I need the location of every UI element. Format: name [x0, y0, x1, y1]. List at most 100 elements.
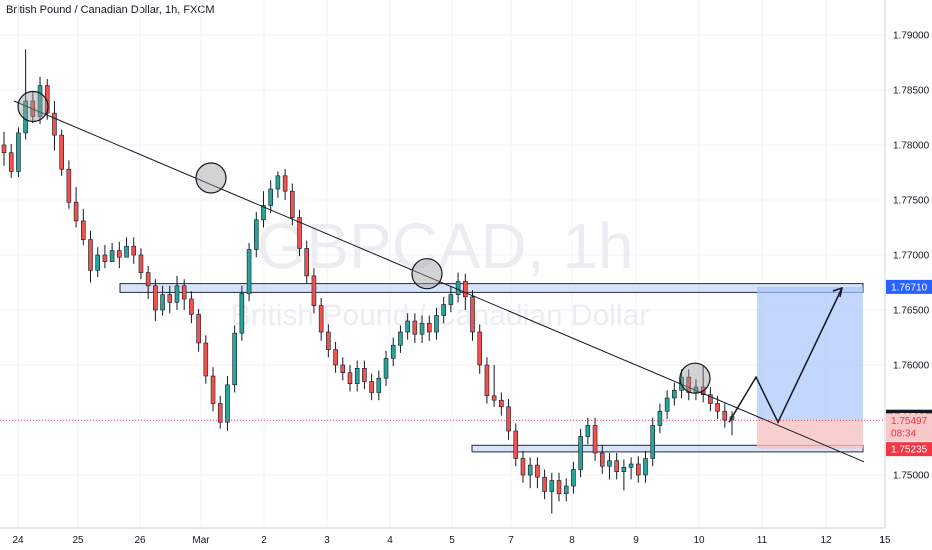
- candle: [318, 297, 324, 341]
- candle-body-up: [246, 249, 252, 294]
- x-tick-label: 10: [693, 535, 705, 546]
- candle: [8, 143, 14, 178]
- candle: [297, 209, 302, 257]
- candle-body-up: [621, 466, 627, 472]
- candle-body-down: [326, 331, 331, 350]
- y-tick-label: 1.77000: [893, 251, 930, 262]
- candle: [66, 160, 72, 209]
- candle-body-up: [390, 344, 396, 359]
- stop-area[interactable]: [757, 420, 863, 449]
- y-tick-label: 1.75000: [893, 471, 930, 482]
- time-axis[interactable]: 24 25 26 Mar 2 3 4 5 7 8 9 10 11 12 151: [12, 535, 891, 546]
- x-tick-label: 7: [508, 535, 514, 546]
- candle-body-down: [412, 320, 418, 335]
- candle-body-down: [426, 322, 432, 333]
- x-tick-label: 26: [134, 535, 146, 546]
- candle: [621, 459, 627, 491]
- candle: [708, 387, 713, 412]
- touch-circle[interactable]: [411, 258, 443, 290]
- candle: [95, 247, 100, 277]
- candle-body-up: [275, 175, 281, 190]
- candle-body-down: [556, 480, 562, 494]
- y-tick-label: 1.78500: [893, 86, 930, 97]
- resistance-zone[interactable]: [119, 283, 864, 293]
- candle-body-down: [369, 381, 374, 393]
- candle-body-down: [138, 254, 144, 273]
- candle: [542, 469, 547, 500]
- candle: [499, 392, 504, 416]
- candle-body-down: [8, 152, 14, 172]
- candle: [109, 242, 115, 262]
- candle-body-down: [66, 168, 72, 203]
- candle-body-up: [225, 384, 230, 423]
- candle-body-up: [95, 254, 100, 271]
- candle-body-down: [304, 248, 310, 277]
- candle: [520, 450, 526, 483]
- candle: [59, 129, 64, 176]
- x-tick-label: 11: [757, 535, 768, 546]
- candle-body-down: [181, 285, 187, 300]
- candle: [549, 472, 555, 514]
- candle: [44, 79, 50, 120]
- candle-body-down: [145, 272, 151, 287]
- candle: [88, 230, 93, 283]
- candle-body-up: [232, 332, 237, 386]
- chart-title: British Pound / Canadian Dollar, 1h, FXC…: [6, 4, 215, 16]
- candle: [405, 313, 410, 340]
- candle: [628, 457, 634, 480]
- touch-circle[interactable]: [679, 362, 711, 394]
- candle: [124, 237, 129, 258]
- candle: [506, 399, 511, 440]
- stop-price-tag-bg: [886, 442, 932, 457]
- candle: [217, 395, 223, 429]
- drawings[interactable]: [0, 90, 885, 463]
- candle-body-down: [131, 245, 137, 256]
- candle-body-down: [297, 217, 302, 249]
- touch-circle[interactable]: [195, 162, 227, 194]
- touch-circle[interactable]: [17, 90, 49, 123]
- candle-body-up: [354, 367, 360, 384]
- candle-body-up: [261, 205, 266, 221]
- candle-body-down: [153, 285, 158, 311]
- candle: [535, 457, 540, 489]
- candle: [434, 307, 439, 340]
- candle-body-down: [290, 190, 295, 218]
- candle: [419, 315, 425, 343]
- candle-body-down: [520, 458, 526, 476]
- countdown-tag: 08:34: [891, 428, 916, 439]
- candle: [463, 273, 468, 310]
- candle-body-up: [657, 410, 663, 426]
- candle-body-up: [405, 320, 410, 333]
- candle-body-down: [592, 425, 598, 454]
- candle: [131, 237, 137, 264]
- candle: [167, 285, 173, 314]
- trendline[interactable]: [13, 100, 865, 463]
- candle-body-down: [333, 349, 338, 366]
- candle-body-down: [636, 463, 641, 476]
- long-position-tool[interactable]: [757, 286, 863, 449]
- candle-body-down: [484, 364, 490, 397]
- candle-body-down: [311, 275, 317, 306]
- candle: [571, 461, 576, 494]
- projection-path[interactable]: [728, 287, 843, 424]
- entry-price-tag: 1.75497: [891, 416, 928, 427]
- candle-body-up: [239, 293, 245, 334]
- candle-body-up: [419, 322, 425, 335]
- candle: [326, 324, 331, 358]
- candle: [657, 403, 663, 434]
- candle-body-down: [52, 112, 57, 136]
- candle-body-up: [448, 294, 454, 305]
- candle: [239, 285, 245, 341]
- candle-body-up: [549, 480, 555, 492]
- candle: [246, 242, 252, 302]
- candle: [232, 325, 237, 393]
- stop-price-tag: 1.75235: [891, 445, 928, 456]
- candle: [253, 212, 259, 258]
- candle-body-down: [686, 376, 692, 393]
- y-tick-label: 1.76500: [893, 306, 930, 317]
- candle-body-up: [628, 463, 634, 468]
- candle-body-down: [499, 399, 504, 408]
- candle: [362, 360, 367, 390]
- candle-body-down: [210, 375, 216, 404]
